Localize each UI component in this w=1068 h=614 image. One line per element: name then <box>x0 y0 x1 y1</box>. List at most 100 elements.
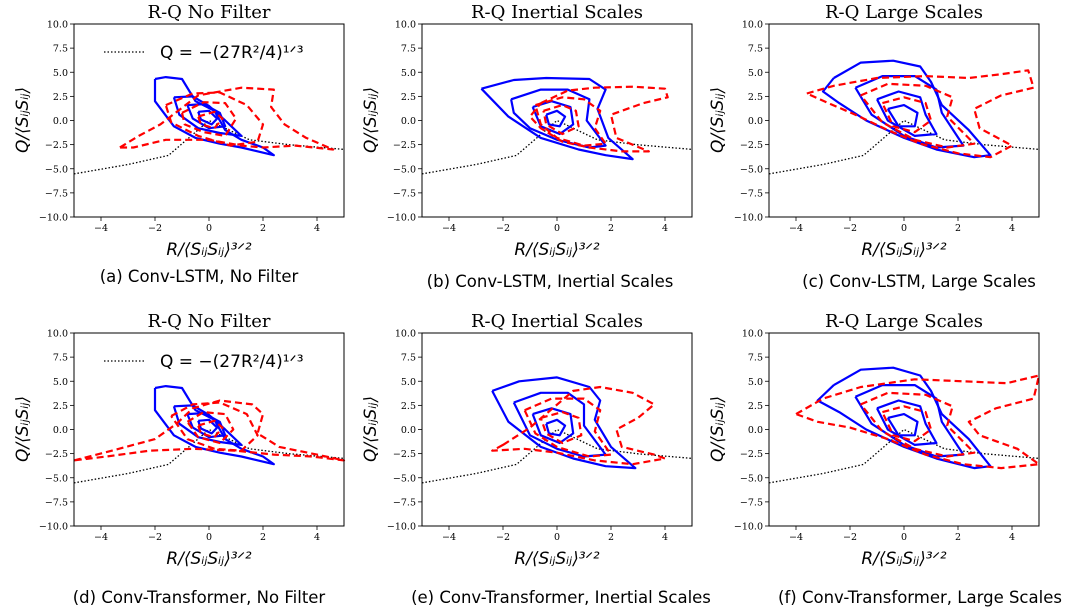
panel-e: R-Q Inertial Scales Q/⟨SᵢⱼSᵢⱼ⟩ R/⟨SᵢⱼSᵢⱼ… <box>361 311 693 569</box>
y-tick-label: 7.5 <box>748 44 763 55</box>
x-tick-label: −4 <box>789 532 803 543</box>
blue-contour-3 <box>876 90 938 138</box>
blue-contour-3 <box>876 399 938 447</box>
y-axis-label: Q/⟨SᵢⱼSᵢⱼ⟩ <box>361 87 381 153</box>
panel-title: R-Q Large Scales <box>825 2 983 23</box>
blue-contour-4 <box>545 109 567 128</box>
blue-contour-4 <box>886 412 919 437</box>
y-axis-label: Q/⟨SᵢⱼSᵢⱼ⟩ <box>708 396 728 462</box>
blue-contour-2 <box>172 404 243 447</box>
y-tick-label: −5.0 <box>393 473 416 484</box>
y-tick-label: 7.5 <box>53 44 68 55</box>
y-axis-label: Q/⟨SᵢⱼSᵢⱼ⟩ <box>708 87 728 153</box>
x-tick-label: −4 <box>442 223 456 234</box>
y-tick-label: −5.0 <box>45 473 68 484</box>
red-contour-1 <box>119 86 335 151</box>
red-contour-1 <box>73 399 346 462</box>
red-contour-2 <box>859 82 976 149</box>
axes-frame <box>421 332 693 527</box>
y-tick-label: −2.5 <box>45 449 68 460</box>
panel-title: R-Q Large Scales <box>825 311 983 332</box>
y-tick-label: 5.0 <box>401 68 416 79</box>
plot-area <box>768 366 1041 484</box>
y-tick-label: −2.5 <box>740 140 763 151</box>
discriminant-line <box>421 119 693 175</box>
blue-contour-1 <box>816 366 992 470</box>
y-tick-label: 7.5 <box>53 353 68 364</box>
red-contour-1 <box>528 85 669 153</box>
red-contour-2 <box>164 91 265 147</box>
plot-area: Q = −(27R²/4)¹ᐟ³ <box>73 352 346 484</box>
x-tick-label: 2 <box>955 532 961 543</box>
discriminant-line <box>768 428 1040 484</box>
axes-frame <box>421 23 693 218</box>
blue-contour-4 <box>197 109 219 126</box>
x-tick-label: −2 <box>843 532 857 543</box>
blue-contour-1 <box>491 376 637 470</box>
axes-frame <box>768 332 1040 527</box>
red-contour-4 <box>197 419 224 439</box>
y-tick-label: −5.0 <box>393 164 416 175</box>
x-tick-label: 4 <box>1009 532 1015 543</box>
red-contour-3 <box>180 101 238 138</box>
y-tick-label: −2.5 <box>740 449 763 460</box>
panel-title: R-Q Inertial Scales <box>471 311 643 332</box>
axes-frame <box>73 332 345 527</box>
panel-title: R-Q No Filter <box>148 2 271 23</box>
x-tick-label: 2 <box>955 223 961 234</box>
blue-contour-1 <box>153 384 275 466</box>
y-tick-label: −7.5 <box>393 188 416 199</box>
x-tick-label: 2 <box>260 532 266 543</box>
y-tick-label: 5.0 <box>401 377 416 388</box>
red-contour-1 <box>795 374 1041 470</box>
y-tick-label: −7.5 <box>740 188 763 199</box>
blue-contour-4 <box>197 418 219 435</box>
x-tick-label: 0 <box>206 223 212 234</box>
blue-contour-2 <box>510 88 607 149</box>
y-tick-label: 10.0 <box>395 20 416 31</box>
blue-contour-4 <box>886 103 919 128</box>
caption-d: (d) Conv-Transformer, No Filter <box>73 588 326 607</box>
red-contour-3 <box>881 96 933 134</box>
red-contour-2 <box>170 401 259 452</box>
caption-b: (b) Conv-LSTM, Inertial Scales <box>427 272 674 291</box>
discriminant-line <box>73 119 345 175</box>
y-tick-label: −7.5 <box>45 497 68 508</box>
y-tick-label: 0.0 <box>401 116 416 127</box>
x-tick-label: −2 <box>148 223 162 234</box>
x-tick-label: −2 <box>843 223 857 234</box>
y-axis-label: Q/⟨SᵢⱼSᵢⱼ⟩ <box>13 396 33 462</box>
y-axis-label: Q/⟨SᵢⱼSᵢⱼ⟩ <box>13 87 33 153</box>
y-tick-label: −10.0 <box>39 213 68 224</box>
y-tick-label: 2.5 <box>53 92 68 103</box>
y-tick-label: −5.0 <box>45 164 68 175</box>
caption-a: (a) Conv-LSTM, No Filter <box>100 267 299 286</box>
caption-c: (c) Conv-LSTM, Large Scales <box>802 272 1036 291</box>
x-tick-label: −4 <box>442 532 456 543</box>
y-tick-label: −10.0 <box>387 213 416 224</box>
x-tick-label: 0 <box>554 223 560 234</box>
x-axis-label: R/⟨SᵢⱼSᵢⱼ⟩³ᐟ² <box>861 549 946 569</box>
y-tick-label: 7.5 <box>401 44 416 55</box>
caption-f: (f) Conv-Transformer, Large Scales <box>778 588 1062 607</box>
y-tick-label: −5.0 <box>740 164 763 175</box>
y-tick-label: 5.0 <box>748 377 763 388</box>
x-tick-label: −4 <box>94 223 108 234</box>
y-tick-label: 7.5 <box>748 353 763 364</box>
y-tick-label: −10.0 <box>734 213 763 224</box>
plot-area <box>421 76 693 175</box>
discriminant-line <box>768 119 1040 175</box>
x-tick-label: 2 <box>608 532 614 543</box>
plot-area <box>421 376 693 484</box>
x-tick-label: 4 <box>662 223 668 234</box>
x-tick-label: 0 <box>554 532 560 543</box>
y-tick-label: 2.5 <box>53 401 68 412</box>
x-tick-label: −2 <box>496 223 510 234</box>
x-tick-label: 0 <box>901 223 907 234</box>
axes-frame <box>73 23 345 218</box>
x-tick-label: −4 <box>94 532 108 543</box>
y-tick-label: 0.0 <box>748 116 763 127</box>
y-axis-label: Q/⟨SᵢⱼSᵢⱼ⟩ <box>361 396 381 462</box>
panel-b: R-Q Inertial Scales Q/⟨SᵢⱼSᵢⱼ⟩ R/⟨SᵢⱼSᵢⱼ… <box>361 2 693 260</box>
